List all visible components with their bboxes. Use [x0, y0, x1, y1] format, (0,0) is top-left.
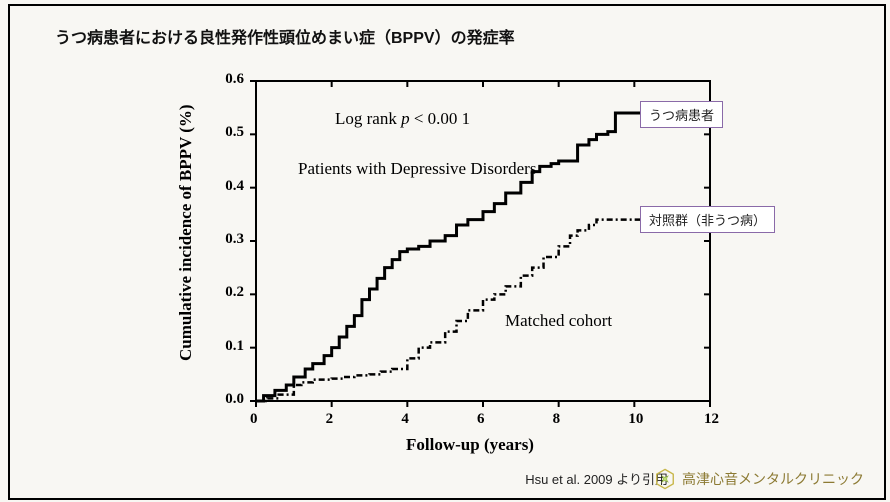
y-tick-label: 0.3 — [225, 231, 244, 248]
x-tick-label: 2 — [326, 411, 334, 428]
y-tick-label: 0.5 — [225, 124, 244, 141]
x-tick-label: 12 — [704, 411, 719, 428]
page-frame: うつ病患者における良性発作性頭位めまい症（BPPV）の発症率 Cumulativ… — [8, 4, 886, 500]
x-tick-label: 4 — [401, 411, 409, 428]
citation-text: Hsu et al. 2009 より引用 — [525, 469, 668, 488]
y-tick-label: 0.6 — [225, 71, 244, 88]
x-axis-label: Follow-up (years) — [190, 435, 750, 455]
series-depressive-label: Patients with Depressive Disorders — [298, 159, 536, 179]
y-tick-label: 0.0 — [225, 391, 244, 408]
x-tick-label: 8 — [553, 411, 561, 428]
logrank-text: Log rank p < 0.00 1 — [335, 109, 470, 129]
chart-container: Cumulative incidence of BPPV (%) Follow-… — [190, 61, 750, 461]
x-tick-label: 0 — [250, 411, 258, 428]
x-tick-label: 6 — [477, 411, 485, 428]
series-matched-label: Matched cohort — [505, 311, 612, 331]
annotation-box-depressive: うつ病患者 — [640, 101, 723, 128]
page-title: うつ病患者における良性発作性頭位めまい症（BPPV）の発症率 — [55, 24, 515, 48]
clinic-name: 高津心音メンタルクリニック — [682, 469, 864, 489]
y-tick-label: 0.1 — [225, 338, 244, 355]
y-axis-label: Cumulative incidence of BPPV (%) — [176, 104, 196, 361]
y-tick-label: 0.2 — [225, 284, 244, 301]
x-tick-label: 10 — [628, 411, 643, 428]
clinic-logo-icon — [654, 468, 676, 490]
annotation-box-control: 対照群（非うつ病） — [640, 206, 775, 233]
y-tick-label: 0.4 — [225, 178, 244, 195]
clinic-credit: 高津心音メンタルクリニック — [654, 468, 864, 490]
